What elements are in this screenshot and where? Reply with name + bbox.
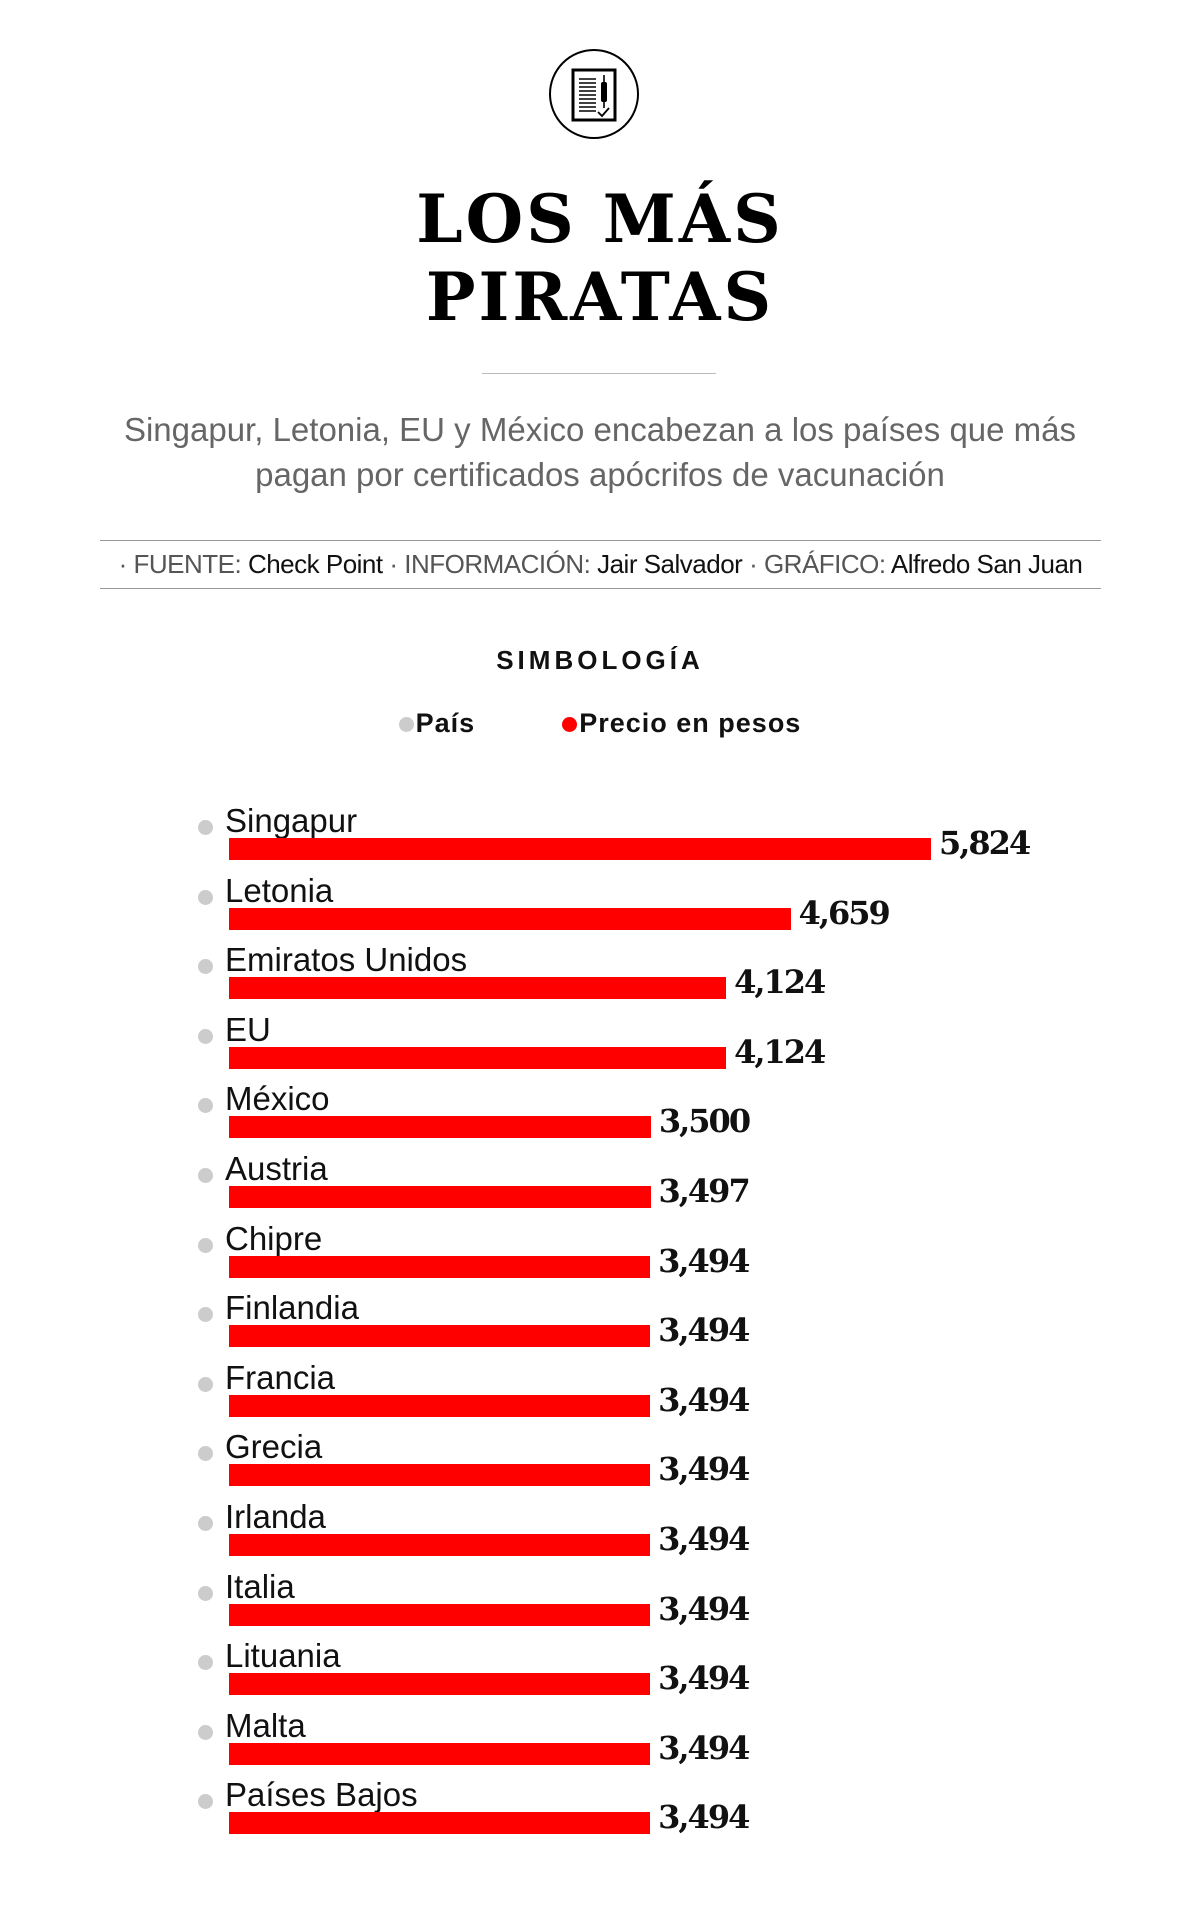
info-label: · INFORMACIÓN:: [389, 549, 591, 579]
category-label: Lituania: [225, 1637, 341, 1675]
bullet-icon: [198, 1168, 213, 1183]
info-value: Jair Salvador: [597, 549, 743, 579]
bar: [229, 1812, 651, 1835]
value-label: 4,124: [734, 963, 826, 1002]
bullet-icon: [198, 820, 213, 835]
title-line-2: PIRATAS: [425, 258, 775, 336]
bar: [229, 1046, 727, 1069]
bullet-icon: [198, 1655, 213, 1671]
value-label: 4,659: [798, 893, 891, 932]
legend-item-country: País: [398, 708, 476, 738]
bar: [229, 838, 931, 860]
category-label: Francia: [225, 1358, 336, 1396]
bullet-icon: [198, 1098, 213, 1114]
subtitle: Singapur, Letonia, EU y México encabezan…: [123, 411, 1077, 493]
graphic-label: · GRÁFICO:: [749, 549, 886, 579]
category-label: Austria: [225, 1150, 328, 1187]
divider: [482, 373, 716, 374]
category-label: Grecia: [225, 1428, 323, 1466]
category-label: México: [225, 1080, 330, 1118]
value-label: 3,494: [658, 1728, 750, 1767]
value-label: 3,494: [658, 1450, 750, 1489]
legend-item-price: Precio en pesos: [562, 708, 801, 738]
value-label: 3,494: [658, 1380, 750, 1419]
bar: [229, 1394, 651, 1417]
value-label: 3,494: [658, 1589, 750, 1628]
bullet-icon: [198, 1585, 213, 1601]
value-label: 3,494: [658, 1311, 750, 1350]
bar: [229, 1742, 651, 1765]
category-label: EU: [225, 1010, 271, 1048]
bullet-icon: [198, 1794, 213, 1810]
bullet-icon: [198, 889, 213, 905]
legend-title: SIMBOLOGÍA: [496, 645, 704, 675]
bullet-icon: [198, 1516, 213, 1531]
source-value: Check Point: [247, 549, 383, 579]
legend-label: País: [415, 708, 476, 738]
bar: [229, 1325, 651, 1348]
page-title: LOS MÁS PIRATAS: [0, 180, 1200, 336]
value-label: 4,124: [734, 1032, 826, 1071]
category-label: Emiratos Unidos: [225, 941, 468, 979]
category-label: Países Bajos: [225, 1776, 418, 1814]
value-label: 3,494: [658, 1798, 750, 1837]
value-label: 3,500: [658, 1102, 751, 1141]
bullet-icon: [198, 1446, 213, 1462]
legend-label: Precio en pesos: [579, 708, 802, 738]
value-label: 3,494: [658, 1241, 750, 1280]
grey-dot-icon: [398, 717, 414, 733]
bar: [229, 977, 727, 1000]
title-line-1: LOS MÁS: [416, 180, 784, 258]
category-label: Singapur: [225, 802, 358, 839]
source-label: · FUENTE:: [118, 549, 242, 579]
value-label: 3,497: [658, 1172, 751, 1210]
category-label: Irlanda: [225, 1498, 326, 1535]
bar: [229, 1255, 651, 1278]
bar: [229, 1673, 651, 1696]
value-label: 5,824: [939, 824, 1031, 862]
graphic-value: Alfredo San Juan: [890, 549, 1083, 579]
bullet-icon: [198, 1724, 213, 1740]
legend: País Precio en pesos: [0, 708, 1200, 739]
bar: [229, 1186, 651, 1208]
bar: [229, 907, 791, 930]
bar: [229, 1603, 651, 1626]
bar: [229, 1464, 651, 1487]
value-label: 3,494: [658, 1520, 750, 1558]
credits-bar: · FUENTE: Check Point · INFORMACIÓN: Jai…: [100, 540, 1101, 589]
category-label: Malta: [225, 1706, 306, 1744]
value-label: 3,494: [658, 1659, 750, 1698]
bar: [229, 1534, 651, 1556]
bullet-icon: [198, 1237, 213, 1253]
category-label: Chipre: [225, 1219, 323, 1257]
red-dot-icon: [562, 717, 578, 733]
bullet-icon: [198, 959, 213, 975]
vaccination-certificate-icon: [548, 48, 640, 145]
category-label: Italia: [225, 1567, 295, 1605]
category-label: Letonia: [225, 871, 334, 909]
category-label: Finlandia: [225, 1289, 359, 1327]
bullet-icon: [198, 1028, 213, 1044]
bullet-icon: [198, 1307, 213, 1323]
bar: [229, 1116, 651, 1139]
bullet-icon: [198, 1376, 213, 1392]
